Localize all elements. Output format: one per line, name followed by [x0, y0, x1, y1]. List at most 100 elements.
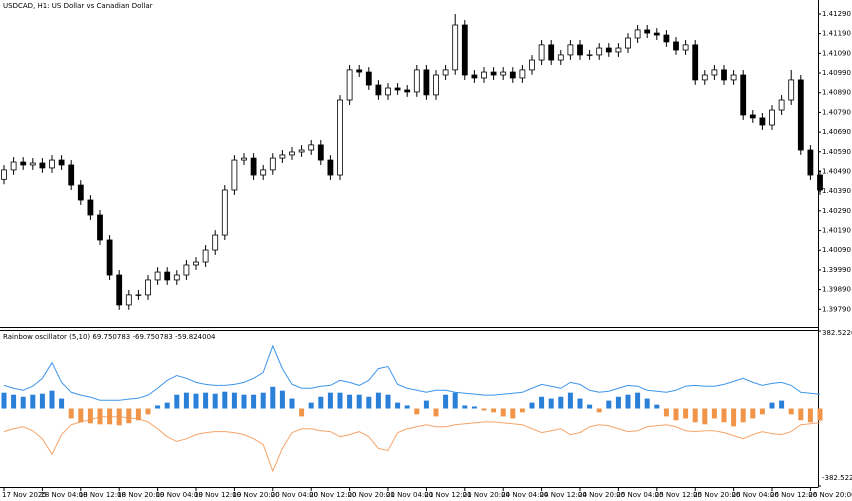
histogram-bar — [270, 386, 276, 409]
candle-body — [317, 144, 324, 161]
candle-body — [337, 99, 343, 176]
histogram-bar — [798, 408, 804, 421]
histogram-bar — [654, 404, 660, 409]
indicator-title: Rainbow oscillator (5,10) 69.750783 -69.… — [3, 333, 216, 341]
y-tick-label: 1.40890 — [822, 89, 851, 97]
histogram-bar — [49, 390, 55, 409]
histogram-bar — [289, 398, 295, 409]
candle-body — [125, 294, 132, 306]
indicator-value: 69.750783 — [92, 333, 130, 341]
candle-body — [663, 34, 670, 43]
histogram-bar — [59, 398, 65, 409]
x-tick-label: 21 Nov 12:00 — [424, 491, 471, 499]
histogram-bar — [174, 394, 180, 409]
y-tick-label: 1.41190 — [822, 30, 851, 38]
histogram-bar — [423, 400, 429, 409]
histogram-bar — [596, 408, 602, 413]
histogram-bar — [443, 394, 449, 409]
candle-body — [106, 239, 113, 276]
histogram-bar — [807, 408, 813, 423]
candle-body — [749, 114, 756, 119]
candle-body — [471, 74, 478, 79]
histogram-bar — [212, 393, 218, 409]
histogram-bar — [97, 408, 103, 425]
histogram-bar — [347, 394, 353, 409]
x-tick-label: 18 Nov 20:00 — [117, 491, 164, 499]
histogram-bar — [385, 394, 391, 409]
candle-body — [20, 161, 27, 166]
histogram-bar — [116, 408, 122, 426]
candle-body — [1, 169, 7, 180]
candle-body — [740, 74, 747, 116]
candle-body — [413, 69, 420, 93]
x-tick-label: 17 Nov 2025 — [2, 491, 47, 499]
histogram-bar — [11, 394, 17, 409]
histogram-bar — [577, 398, 583, 409]
y-tick-label: 1.39990 — [822, 266, 851, 274]
histogram-bar — [39, 393, 45, 409]
candle-body — [721, 69, 727, 81]
histogram-bar — [462, 405, 468, 409]
candle-body — [423, 69, 430, 96]
candle-body — [615, 47, 622, 53]
candle-body — [567, 44, 574, 56]
y-tick-label: 1.41290 — [822, 10, 851, 18]
chart-title: USDCAD, H1: US Dollar vs Canadian Dollar — [3, 2, 153, 10]
x-tick-label: 18 Nov 04:00 — [40, 491, 87, 499]
x-tick-label: 25 Nov 04:00 — [616, 491, 663, 499]
y-tick-label: 1.41090 — [822, 49, 851, 57]
histogram-bar — [471, 406, 477, 409]
histogram-bar — [606, 400, 612, 409]
x-tick-label: 21 Nov 04:00 — [386, 491, 433, 499]
candle-body — [193, 261, 199, 266]
histogram-bar — [318, 396, 324, 409]
histogram-bar — [366, 396, 372, 409]
candle-body — [308, 144, 315, 151]
candle-body — [730, 74, 737, 81]
candle-body — [356, 69, 363, 73]
candle-body — [375, 84, 382, 96]
x-tick-label: 20 Nov 20:00 — [348, 491, 395, 499]
candle-body — [39, 162, 46, 169]
histogram-bar — [510, 408, 516, 419]
histogram-bar — [702, 408, 708, 425]
histogram-bar — [788, 408, 794, 415]
candle-body — [500, 71, 507, 76]
histogram-bar — [20, 396, 26, 409]
candle-body — [538, 44, 545, 61]
y-tick-label: 1.40290 — [822, 207, 851, 215]
histogram-bar — [193, 393, 199, 409]
y-tick-label: 382.522645 — [822, 329, 852, 337]
y-tick-label: 1.40590 — [822, 148, 851, 156]
histogram-bar — [145, 408, 151, 415]
histogram-bar — [779, 400, 785, 409]
candle-body — [692, 44, 699, 81]
histogram-bar — [519, 408, 525, 413]
x-tick-label: 24 Nov 12:00 — [540, 491, 587, 499]
candle-body — [183, 264, 190, 276]
candle-body — [135, 294, 142, 296]
histogram-bar — [817, 408, 823, 421]
x-tick-label: 19 Nov 04:00 — [156, 491, 203, 499]
candle-body — [145, 279, 151, 296]
histogram-bar — [481, 408, 487, 411]
x-tick-label: 24 Nov 04:00 — [501, 491, 548, 499]
candle-body — [634, 29, 641, 39]
histogram-bar — [529, 402, 535, 409]
y-tick-label: 1.40990 — [822, 69, 851, 77]
candle-body — [433, 74, 439, 96]
candle-body — [58, 159, 65, 166]
histogram-bar — [625, 394, 631, 409]
x-tick-label: 24 Nov 20:00 — [578, 491, 625, 499]
candle-body — [509, 71, 516, 79]
histogram-bar — [155, 405, 161, 409]
candle-body — [529, 59, 535, 71]
candle-body — [548, 44, 555, 61]
histogram-bar — [260, 392, 266, 409]
histogram-bar — [251, 394, 257, 409]
x-tick-label: 19 Nov 12:00 — [194, 491, 241, 499]
histogram-bar — [78, 408, 84, 423]
x-tick-label: 26 Nov 04:00 — [732, 491, 779, 499]
y-tick-label: 1.39790 — [822, 305, 851, 313]
candle-body — [250, 157, 257, 176]
